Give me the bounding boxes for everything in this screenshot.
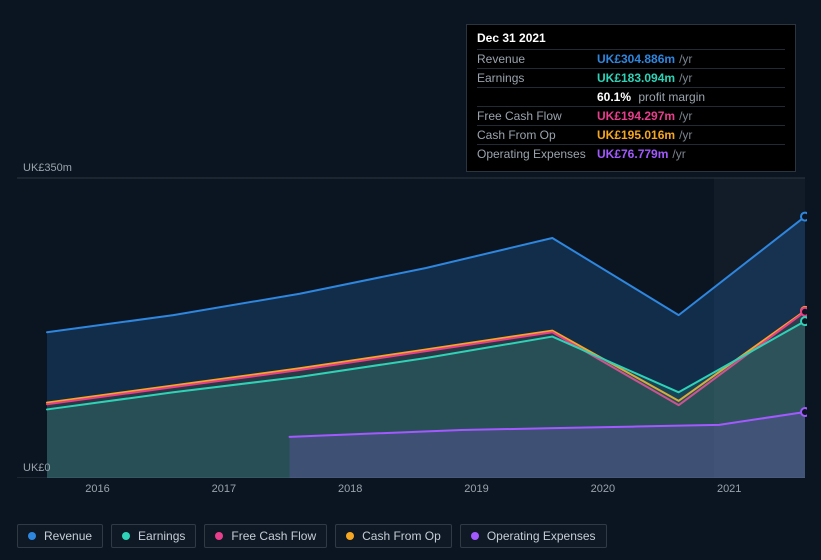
tooltip-margin-value: 60.1%: [597, 90, 631, 104]
x-tick-label: 2020: [591, 483, 615, 495]
chart-legend: Revenue Earnings Free Cash Flow Cash From O…: [17, 524, 607, 548]
tooltip-row-unit: /yr: [679, 109, 692, 123]
x-axis: 2016 2017 2018 2019 2020 2021: [47, 483, 805, 503]
tooltip-row-label: [477, 90, 597, 104]
legend-item-free-cash-flow[interactable]: Free Cash Flow: [204, 524, 327, 548]
tooltip-row-label: Earnings: [477, 71, 597, 85]
legend-item-revenue[interactable]: Revenue: [17, 524, 103, 548]
chart-tooltip: Dec 31 2021 RevenueUK£304.886m/yrEarning…: [466, 24, 796, 172]
tooltip-row-value-wrap: 60.1% profit margin: [597, 90, 705, 104]
legend-dot-icon: [28, 532, 36, 540]
legend-dot-icon: [346, 532, 354, 540]
tooltip-row-label: Cash From Op: [477, 128, 597, 142]
x-tick-label: 2017: [212, 483, 236, 495]
tooltip-row: Free Cash FlowUK£194.297m/yr: [477, 106, 785, 125]
tooltip-row-value: UK£194.297m: [597, 109, 675, 123]
y-axis-label-bottom: UK£0: [23, 462, 51, 474]
tooltip-row-label: Operating Expenses: [477, 147, 597, 161]
tooltip-row-value-wrap: UK£194.297m/yr: [597, 109, 692, 123]
x-tick-label: 2021: [717, 483, 741, 495]
y-axis-label-top: UK£350m: [23, 162, 72, 174]
tooltip-row-value: UK£76.779m: [597, 147, 668, 161]
legend-item-earnings[interactable]: Earnings: [111, 524, 196, 548]
x-tick-label: 2019: [464, 483, 488, 495]
tooltip-row: Cash From OpUK£195.016m/yr: [477, 125, 785, 144]
x-tick-label: 2016: [85, 483, 109, 495]
legend-item-label: Revenue: [44, 529, 92, 543]
legend-dot-icon: [471, 532, 479, 540]
tooltip-row-value-wrap: UK£304.886m/yr: [597, 52, 692, 66]
tooltip-row-unit: /yr: [672, 147, 685, 161]
tooltip-row-unit: /yr: [679, 71, 692, 85]
legend-item-label: Cash From Op: [362, 529, 441, 543]
tooltip-margin-label: profit margin: [635, 90, 705, 104]
legend-item-op-expenses[interactable]: Operating Expenses: [460, 524, 607, 548]
tooltip-row: RevenueUK£304.886m/yr: [477, 49, 785, 68]
tooltip-row-unit: /yr: [679, 52, 692, 66]
tooltip-row-label: Revenue: [477, 52, 597, 66]
tooltip-row: EarningsUK£183.094m/yr: [477, 68, 785, 87]
legend-item-label: Free Cash Flow: [231, 529, 316, 543]
tooltip-row: Operating ExpensesUK£76.779m/yr: [477, 144, 785, 163]
tooltip-row-value: UK£304.886m: [597, 52, 675, 66]
tooltip-row-value: UK£183.094m: [597, 71, 675, 85]
legend-item-label: Earnings: [138, 529, 185, 543]
tooltip-row-value-wrap: UK£183.094m/yr: [597, 71, 692, 85]
tooltip-title: Dec 31 2021: [477, 31, 785, 45]
tooltip-row-value-wrap: UK£76.779m/yr: [597, 147, 686, 161]
tooltip-row-unit: /yr: [679, 128, 692, 142]
legend-dot-icon: [122, 532, 130, 540]
legend-item-cash-from-op[interactable]: Cash From Op: [335, 524, 452, 548]
legend-item-label: Operating Expenses: [487, 529, 596, 543]
x-tick-label: 2018: [338, 483, 362, 495]
tooltip-row: 60.1% profit margin: [477, 87, 785, 106]
tooltip-row-label: Free Cash Flow: [477, 109, 597, 123]
tooltip-row-value-wrap: UK£195.016m/yr: [597, 128, 692, 142]
tooltip-row-value: UK£195.016m: [597, 128, 675, 142]
legend-dot-icon: [215, 532, 223, 540]
